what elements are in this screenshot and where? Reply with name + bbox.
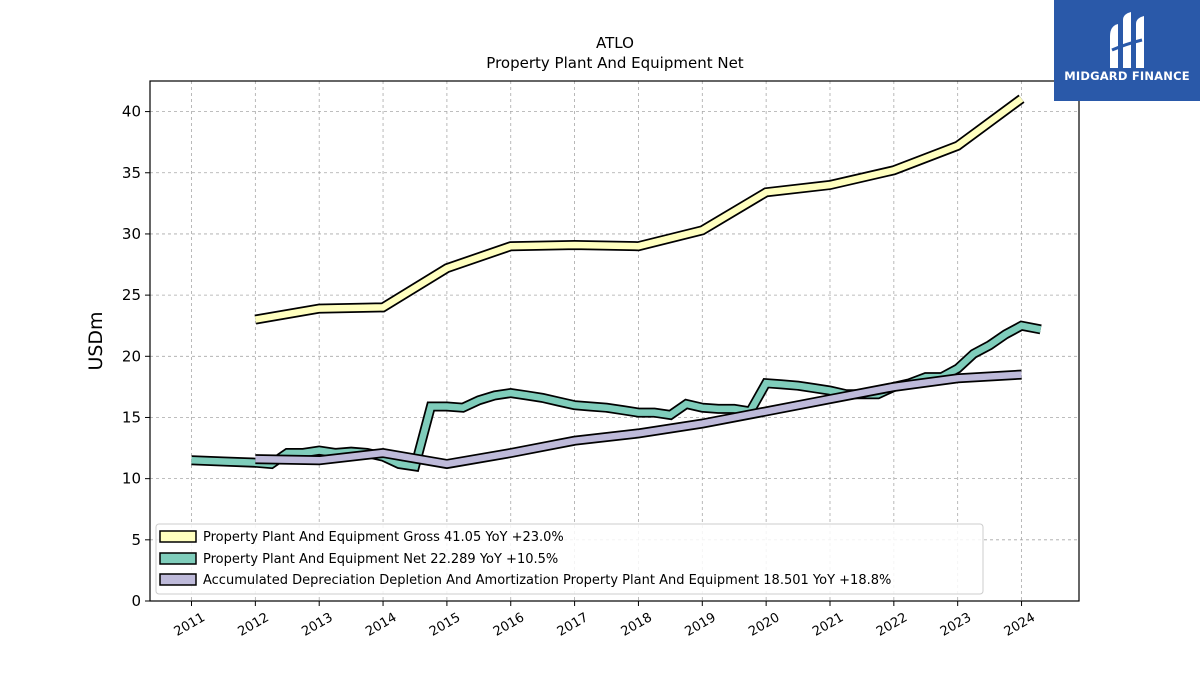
plot-frame — [149, 80, 1080, 602]
brand-logo: MIDGARD FINANCE — [1054, 0, 1200, 101]
legend-label-depreciation: Accumulated Depreciation Depletion And A… — [203, 573, 891, 588]
x-tick-label: 2017 — [555, 610, 591, 640]
y-axis-label: USDm — [85, 311, 107, 370]
legend-label-net: Property Plant And Equipment Net 22.289 … — [203, 552, 558, 567]
y-tick-label: 20 — [122, 347, 141, 365]
y-axis: 0 5 10 15 20 25 30 35 40 — [122, 103, 150, 610]
chart-title: ATLO — [596, 34, 634, 52]
x-tick-label: 2011 — [172, 610, 208, 640]
y-tick-label: 10 — [122, 470, 141, 488]
y-tick-label: 30 — [122, 225, 141, 243]
y-tick-label: 0 — [131, 592, 141, 610]
x-tick-label: 2012 — [236, 610, 272, 640]
series-fill — [254, 96, 1024, 323]
x-tick-label: 2014 — [363, 610, 399, 640]
y-tick-label: 15 — [122, 408, 141, 426]
midgard-logo-icon — [1110, 12, 1144, 68]
y-tick-label: 40 — [122, 103, 141, 121]
legend: Property Plant And Equipment Gross 41.05… — [155, 523, 984, 595]
x-tick-label: 2024 — [1002, 610, 1038, 640]
legend-swatch-net — [159, 552, 197, 565]
brand-name: MIDGARD FINANCE — [1064, 69, 1190, 83]
legend-box — [155, 523, 984, 595]
series-gross-line — [254, 94, 1025, 325]
y-tick-label: 25 — [122, 286, 141, 304]
legend-swatch-depreciation — [159, 573, 197, 586]
grid — [150, 81, 1079, 602]
x-tick-label: 2013 — [299, 610, 335, 640]
chart-subtitle: Property Plant And Equipment Net — [486, 54, 743, 72]
legend-swatch-gross — [159, 530, 197, 543]
x-tick-label: 2020 — [746, 610, 782, 640]
x-tick-label: 2019 — [682, 610, 718, 640]
series-layer — [191, 94, 1042, 473]
x-axis: 2011 2012 2013 2014 2015 2016 2017 2018 2019 2020… — [172, 601, 1038, 640]
series-fill — [255, 371, 1022, 468]
series-depreciation-line — [255, 369, 1022, 470]
x-tick-label: 2023 — [938, 610, 974, 640]
x-tick-label: 2021 — [810, 610, 846, 640]
x-tick-label: 2016 — [491, 610, 527, 640]
legend-label-gross: Property Plant And Equipment Gross 41.05… — [203, 530, 564, 545]
y-tick-label: 5 — [131, 531, 141, 549]
x-tick-label: 2018 — [619, 610, 655, 640]
x-tick-label: 2022 — [874, 610, 910, 640]
x-tick-label: 2015 — [427, 610, 463, 640]
y-tick-label: 35 — [122, 164, 141, 182]
